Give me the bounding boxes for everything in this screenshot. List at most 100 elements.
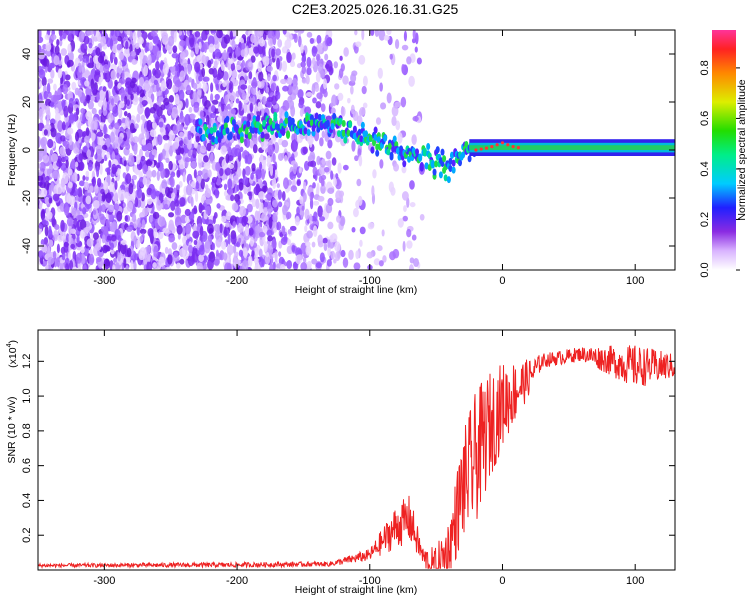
- spectrogram-cell: [242, 176, 249, 186]
- spectrogram-cell: [108, 160, 112, 169]
- spectrogram-cell: [110, 69, 117, 81]
- spectrogram-cell: [211, 176, 218, 184]
- spectrogram-cell: [225, 222, 230, 228]
- spectrogram-cell: [255, 169, 262, 180]
- spectrogram-ridge-cell: [375, 149, 380, 157]
- spectrogram-cell: [175, 184, 181, 190]
- spectrogram-cell: [334, 251, 341, 262]
- spectrogram-heatmap: [38, 30, 675, 270]
- spectrogram-cell: [253, 46, 259, 54]
- spectrogram-cell: [355, 250, 360, 260]
- spectrogram-cell: [406, 240, 413, 249]
- spectrogram-cell: [184, 208, 191, 217]
- spectrogram-cell: [166, 78, 173, 90]
- spectrogram-cell: [327, 197, 334, 207]
- spectrogram-cell: [224, 262, 231, 270]
- spectrogram-cell: [152, 262, 157, 269]
- spectrogram-cell: [201, 54, 207, 64]
- spectrogram-cell: [194, 30, 201, 38]
- spectrogram-cell: [231, 39, 236, 51]
- spectrogram-cell: [289, 60, 296, 67]
- spectrogram-cell: [249, 102, 253, 113]
- spectrogram-cell: [299, 195, 304, 205]
- spectrogram-cell: [41, 76, 47, 87]
- spectrogram-cell: [193, 169, 197, 179]
- spectrogram-cell: [57, 68, 63, 79]
- spectrogram-cell: [146, 119, 153, 132]
- spectrogram-cell: [110, 131, 115, 144]
- spectrogram-cell: [78, 64, 82, 73]
- spectrogram-cell: [92, 199, 100, 209]
- spectrogram-cell: [171, 106, 179, 119]
- spectrogram-cell: [296, 254, 304, 261]
- spectrogram-cell: [302, 192, 307, 203]
- spectrogram-cell: [135, 154, 141, 165]
- spectrogram-cell: [386, 30, 392, 36]
- spectrogram-ridge-cell: [338, 117, 343, 125]
- spectrogram-cell: [212, 67, 218, 79]
- spectrogram-cell: [85, 170, 90, 178]
- spectrogram-ridge-cell: [255, 115, 260, 123]
- spectrogram-cell: [196, 54, 201, 62]
- spectrogram-cell: [224, 167, 231, 176]
- spectrogram-cell: [87, 100, 94, 110]
- spectrogram-cell: [251, 163, 256, 172]
- spectrogram-cell: [312, 225, 318, 238]
- spectrogram-ridge-cell: [419, 161, 424, 169]
- spectrogram-cell: [298, 35, 302, 48]
- spectrogram-cell: [89, 57, 93, 67]
- spectrogram-cell: [199, 205, 205, 211]
- spectrogram-cell: [356, 178, 362, 187]
- spectrogram-cell: [148, 69, 152, 82]
- spectrogram-cell: [257, 61, 263, 73]
- spectrogram-cell: [263, 201, 268, 208]
- spectrogram-cell: [194, 43, 199, 55]
- spectrogram-cell: [174, 199, 180, 207]
- spectrogram-cell: [152, 122, 157, 130]
- spectrogram-cell: [119, 100, 125, 109]
- spectrogram-cell: [380, 102, 387, 110]
- spectrogram-cell: [403, 205, 407, 212]
- spectrogram-cell: [383, 35, 390, 41]
- spectrogram-cell: [274, 251, 278, 263]
- snr-multiplier-exp: 4: [6, 343, 13, 347]
- spectrogram-cell: [280, 263, 286, 270]
- spectrogram-cell: [128, 155, 135, 166]
- spectrogram-cell: [164, 126, 169, 135]
- spectrogram-cell: [179, 258, 185, 265]
- spectrogram-cell: [80, 108, 86, 114]
- spectrogram-cell: [211, 99, 219, 105]
- spectrogram-cell: [262, 95, 267, 105]
- spectrogram-ridge-cell: [434, 160, 439, 168]
- spectrogram-cell: [205, 205, 211, 216]
- spectrogram-cell: [171, 66, 176, 75]
- spectrogram-cell: [238, 100, 242, 111]
- spectrogram-cell: [179, 70, 186, 82]
- spectrogram-cell: [78, 152, 83, 161]
- spectrogram-cell: [225, 211, 232, 221]
- spectrogram-cell: [64, 257, 70, 264]
- spectrogram-cell: [222, 81, 227, 88]
- spectrogram-cell: [227, 163, 235, 169]
- spectrogram-cell: [187, 63, 192, 75]
- spectrogram-cell: [373, 258, 381, 266]
- spectrogram-cell: [292, 77, 298, 87]
- spectrogram-cell: [61, 121, 66, 131]
- spectrogram-ridge-cell: [246, 120, 251, 128]
- spectrogram-cell: [250, 172, 254, 180]
- spectrogram-cell: [52, 193, 60, 202]
- spectrogram-cell: [244, 154, 248, 164]
- spectrogram-cell: [195, 181, 200, 190]
- spectrogram-cell: [270, 82, 277, 92]
- spectrogram-ridge-cell: [258, 125, 263, 133]
- spectrogram-cell: [324, 53, 329, 61]
- spectrogram-cell: [42, 260, 48, 266]
- spectrogram-cell: [44, 225, 49, 237]
- spectrogram-cell: [250, 33, 256, 44]
- spectrogram-cell: [376, 245, 383, 252]
- spectrogram-cell: [216, 73, 222, 81]
- spectrogram-cell: [93, 30, 97, 37]
- spectrogram-cell: [118, 89, 126, 96]
- spectrogram-cell: [170, 171, 176, 178]
- spectrogram-ridge-cell: [198, 118, 203, 126]
